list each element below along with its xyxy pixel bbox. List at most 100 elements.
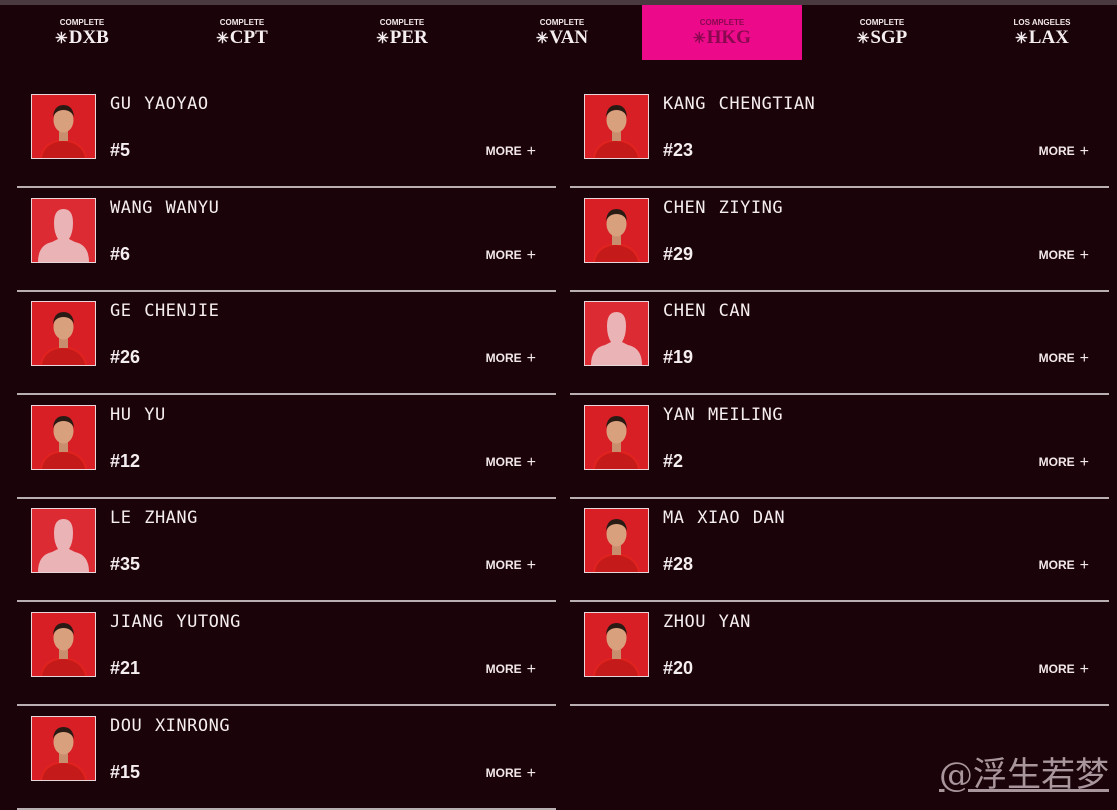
tab-code: ✳HKG: [642, 27, 802, 50]
plus-icon: +: [1079, 453, 1089, 471]
player-name: JIANG YUTONG: [110, 612, 241, 632]
more-button[interactable]: MORE +: [1039, 454, 1089, 472]
more-button[interactable]: MORE +: [486, 350, 536, 368]
tab-code: ✳LAX: [962, 27, 1117, 50]
tab-code-text: VAN: [549, 27, 589, 48]
more-button[interactable]: MORE +: [486, 454, 536, 472]
tab-status: LOS ANGELES: [1013, 18, 1071, 27]
player-number: #5: [110, 140, 131, 160]
player-photo: [31, 715, 96, 781]
more-label: MORE: [485, 144, 522, 158]
player-name: DOU XINRONG: [110, 715, 231, 736]
tab-dxb[interactable]: COMPLETE ✳DXB: [2, 5, 162, 60]
tab-code-text: LAX: [1028, 27, 1069, 48]
more-button[interactable]: MORE +: [486, 661, 536, 679]
tab-code-text: SGP: [870, 27, 908, 48]
tab-status: COMPLETE: [379, 18, 425, 27]
more-button[interactable]: MORE +: [1039, 557, 1089, 575]
player-card: CHEN CAN #19 MORE +: [570, 292, 1109, 396]
more-label: MORE: [485, 351, 522, 366]
player-photo: [584, 94, 649, 159]
player-card: MA XIAO DAN #28 MORE +: [570, 499, 1109, 603]
player-name: GE CHENJIE: [110, 301, 220, 322]
event-star-icon: ✳: [535, 31, 549, 47]
more-label: MORE: [485, 247, 522, 262]
player-card: LE ZHANG #35 MORE +: [17, 499, 556, 603]
player-photo: [31, 301, 96, 367]
plus-icon: +: [526, 143, 536, 160]
player-photo: [31, 197, 96, 263]
watermark: @浮生若梦: [939, 755, 1109, 795]
player-name: MA XIAO DAN: [663, 508, 786, 529]
event-nav: COMPLETE ✳DXB COMPLETE ✳CPT COMPLETE ✳PER C…: [0, 5, 1117, 60]
tab-status: COMPLETE: [699, 18, 745, 27]
event-star-icon: ✳: [856, 31, 870, 47]
tab-hkg[interactable]: COMPLETE ✳HKG: [642, 5, 802, 60]
player-number: #12: [110, 450, 141, 471]
player-name: GU YAOYAO: [110, 94, 209, 114]
tab-van[interactable]: COMPLETE ✳VAN: [482, 5, 642, 60]
tab-code-text: HKG: [706, 27, 751, 48]
event-star-icon: ✳: [216, 31, 229, 47]
more-label: MORE: [485, 765, 522, 780]
plus-icon: +: [1079, 246, 1089, 264]
player-photo: [584, 404, 649, 470]
player-card: ZHOU YAN #20 MORE +: [570, 603, 1109, 706]
player-photo: [31, 404, 96, 470]
tab-code-text: CPT: [229, 27, 268, 48]
more-label: MORE: [1038, 247, 1075, 262]
plus-icon: +: [526, 661, 536, 678]
more-label: MORE: [485, 558, 522, 573]
player-number: #15: [110, 761, 141, 782]
plus-icon: +: [1079, 661, 1089, 678]
player-photo: [31, 508, 96, 574]
more-button[interactable]: MORE +: [1039, 661, 1089, 679]
more-button[interactable]: MORE +: [486, 247, 536, 265]
more-label: MORE: [1038, 558, 1075, 573]
player-number: #19: [663, 347, 694, 368]
player-name: HU YU: [110, 404, 166, 425]
player-photo: [31, 94, 96, 159]
more-button[interactable]: MORE +: [1039, 143, 1089, 161]
player-number: #6: [110, 243, 131, 264]
more-label: MORE: [1038, 144, 1075, 158]
more-button[interactable]: MORE +: [486, 143, 536, 161]
plus-icon: +: [526, 453, 536, 471]
player-card: YAN MEILING #2 MORE +: [570, 396, 1109, 499]
more-button[interactable]: MORE +: [486, 557, 536, 575]
plus-icon: +: [526, 764, 536, 782]
player-name: YAN MEILING: [663, 404, 784, 425]
player-name: WANG WANYU: [110, 197, 220, 218]
more-button[interactable]: MORE +: [1039, 247, 1089, 265]
tab-cpt[interactable]: COMPLETE ✳CPT: [162, 5, 322, 60]
more-label: MORE: [485, 454, 522, 469]
player-photo: [584, 508, 649, 574]
player-number: #35: [110, 554, 141, 575]
tab-code: ✳PER: [322, 27, 482, 50]
tab-code: ✳SGP: [802, 27, 962, 50]
player-name: KANG CHENGTIAN: [663, 94, 816, 114]
more-button[interactable]: MORE +: [486, 765, 536, 783]
plus-icon: +: [1079, 350, 1089, 368]
more-button[interactable]: MORE +: [1039, 350, 1089, 368]
player-card: CHEN ZIYING #29 MORE +: [570, 189, 1109, 292]
tab-status: COMPLETE: [59, 18, 105, 27]
player-card: WANG WANYU #6 MORE +: [17, 189, 556, 292]
plus-icon: +: [526, 557, 536, 575]
event-star-icon: ✳: [55, 31, 68, 47]
tab-per[interactable]: COMPLETE ✳PER: [322, 5, 482, 60]
player-card: JIANG YUTONG #21 MORE +: [17, 603, 556, 706]
player-number: #28: [663, 554, 694, 575]
tab-status: COMPLETE: [539, 18, 585, 27]
player-card: GU YAOYAO #5 MORE +: [17, 85, 556, 188]
tab-code-text: PER: [389, 27, 428, 48]
more-label: MORE: [1038, 662, 1075, 676]
tab-lax[interactable]: LOS ANGELES ✳LAX: [962, 5, 1117, 60]
plus-icon: +: [1079, 557, 1089, 575]
tab-sgp[interactable]: COMPLETE ✳SGP: [802, 5, 962, 60]
tab-status: COMPLETE: [859, 18, 905, 27]
tab-code: ✳CPT: [162, 27, 322, 50]
player-card: DOU XINRONG #15 MORE +: [17, 707, 556, 810]
more-label: MORE: [1038, 454, 1075, 469]
player-name: LE ZHANG: [110, 508, 198, 529]
